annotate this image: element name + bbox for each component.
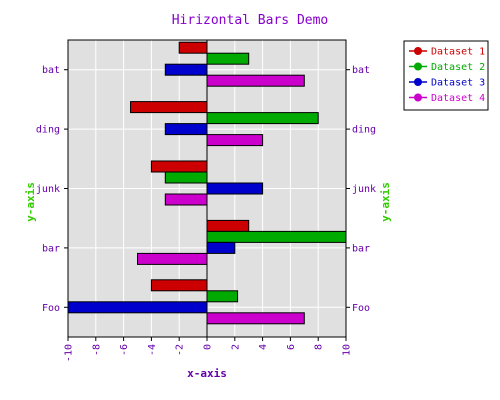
x-tick-label: -4 xyxy=(147,344,158,356)
bar-bar-dataset-4 xyxy=(137,252,208,265)
bar-foo-dataset-2 xyxy=(206,290,239,303)
y-axis-label-left: y-axis xyxy=(24,182,37,222)
bar-bat-dataset-4 xyxy=(206,74,305,87)
y-tick-label-right: Foo xyxy=(352,303,370,314)
bar-foo-dataset-3 xyxy=(67,301,208,314)
bar-ding-dataset-2 xyxy=(206,112,319,125)
axis-ticks xyxy=(64,69,350,341)
y-tick-label-right: junk xyxy=(352,184,376,195)
y-axis-left-tick-labels: Foo bar junk ding bat xyxy=(36,65,60,314)
legend-items: Dataset 1 Dataset 2 Dataset 3 Dataset 4 xyxy=(409,47,485,104)
x-tick-label: 6 xyxy=(286,344,297,350)
bar-bat-dataset-3 xyxy=(164,63,208,76)
legend-label: Dataset 2 xyxy=(431,62,485,73)
x-axis-tick-labels: -10 -8 -6 -4 -2 0 2 4 6 8 10 xyxy=(64,344,353,362)
legend: Dataset 1 Dataset 2 Dataset 3 Dataset 4 xyxy=(403,40,489,111)
legend-marker-icon xyxy=(414,62,422,71)
legend-label: Dataset 4 xyxy=(431,93,485,104)
y-tick-label-left: bar xyxy=(42,243,60,254)
bar-ding-dataset-3 xyxy=(164,123,208,136)
legend-label: Dataset 3 xyxy=(431,78,485,89)
y-tick-label-right: bar xyxy=(352,243,370,254)
legend-marker-icon xyxy=(414,78,422,86)
y-tick-label-left: junk xyxy=(36,184,60,195)
legend-marker-icon xyxy=(414,93,422,102)
x-tick-label: -10 xyxy=(64,344,75,362)
bar-junk-dataset-3 xyxy=(206,182,264,195)
x-tick-label: -2 xyxy=(175,344,186,356)
y-tick-label-left: bat xyxy=(42,65,60,76)
y-axis-label-right: y-axis xyxy=(379,182,392,222)
bar-foo-dataset-4 xyxy=(206,312,305,325)
x-tick-label: 4 xyxy=(258,344,269,350)
y-axis-right-tick-labels: Foo bar junk ding bat xyxy=(352,65,376,314)
bar-ding-dataset-4 xyxy=(206,134,264,147)
bar-bar-dataset-3 xyxy=(206,241,236,254)
bar-bar-dataset-2 xyxy=(206,230,347,243)
bar-bat-dataset-1 xyxy=(178,41,208,54)
x-tick-label: 10 xyxy=(342,344,353,356)
bar-junk-dataset-2 xyxy=(164,171,208,184)
x-axis-label: x-axis xyxy=(187,367,227,380)
legend-label: Dataset 1 xyxy=(431,47,485,58)
x-tick-label: 8 xyxy=(314,344,325,350)
bar-foo-dataset-1 xyxy=(150,279,208,292)
bar-junk-dataset-1 xyxy=(150,160,208,173)
x-tick-label: -6 xyxy=(119,344,130,356)
y-tick-label-left: ding xyxy=(36,125,60,136)
x-tick-label: -8 xyxy=(91,344,102,356)
legend-marker-icon xyxy=(414,47,422,55)
x-tick-label: 0 xyxy=(203,344,214,350)
chart-title: Hirizontal Bars Demo xyxy=(172,13,329,28)
x-tick-label: 2 xyxy=(230,344,241,350)
y-tick-label-left: Foo xyxy=(42,303,60,314)
bar-bar-dataset-1 xyxy=(206,219,250,232)
bar-ding-dataset-1 xyxy=(130,101,208,114)
y-tick-label-right: bat xyxy=(352,65,370,76)
bar-junk-dataset-4 xyxy=(164,193,208,206)
bar-bat-dataset-2 xyxy=(206,52,250,65)
y-tick-label-right: ding xyxy=(352,125,376,136)
